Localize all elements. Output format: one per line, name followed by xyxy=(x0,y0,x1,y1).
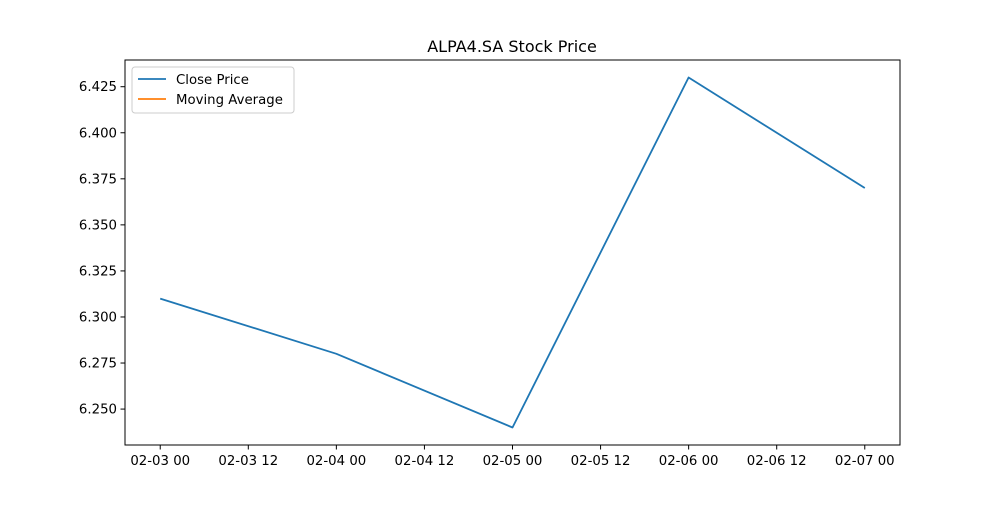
x-tick-label: 02-05 12 xyxy=(571,454,631,469)
x-axis: 02-03 00 02-03 12 02-04 00 02-04 12 02-05 00… xyxy=(130,445,895,469)
x-tick-label: 02-04 12 xyxy=(395,454,455,469)
plot-content xyxy=(159,76,866,429)
x-tick-label: 02-04 00 xyxy=(306,454,366,469)
x-tick-label: 02-07 00 xyxy=(835,454,895,469)
x-tick-label: 02-06 12 xyxy=(747,454,807,469)
y-tick-label: 6.400 xyxy=(79,126,117,141)
x-tick-label: 02-03 12 xyxy=(218,454,278,469)
y-tick-label: 6.275 xyxy=(79,357,117,372)
legend-box xyxy=(131,66,295,114)
y-tick-label: 6.325 xyxy=(79,264,117,279)
y-tick-label: 6.300 xyxy=(79,310,117,325)
y-tick-label: 6.350 xyxy=(79,218,117,233)
x-tick-label: 02-06 00 xyxy=(659,454,719,469)
legend: Close Price Moving Average xyxy=(131,66,295,114)
legend-label: Moving Average xyxy=(176,93,283,108)
series-line xyxy=(159,76,866,429)
legend-label: Close Price xyxy=(176,73,249,88)
y-tick-label: 6.425 xyxy=(79,80,117,95)
y-axis: 6.250 6.275 6.300 6.325 6.350 6.375 6.400 6.425 xyxy=(79,80,125,418)
plot-frame xyxy=(124,59,901,446)
x-tick-label: 02-05 00 xyxy=(483,454,543,469)
chart-title: ALPA4.SA Stock Price xyxy=(427,37,597,56)
y-tick-label: 6.250 xyxy=(79,403,117,418)
x-tick-label: 02-03 00 xyxy=(130,454,190,469)
y-tick-label: 6.375 xyxy=(79,172,117,187)
